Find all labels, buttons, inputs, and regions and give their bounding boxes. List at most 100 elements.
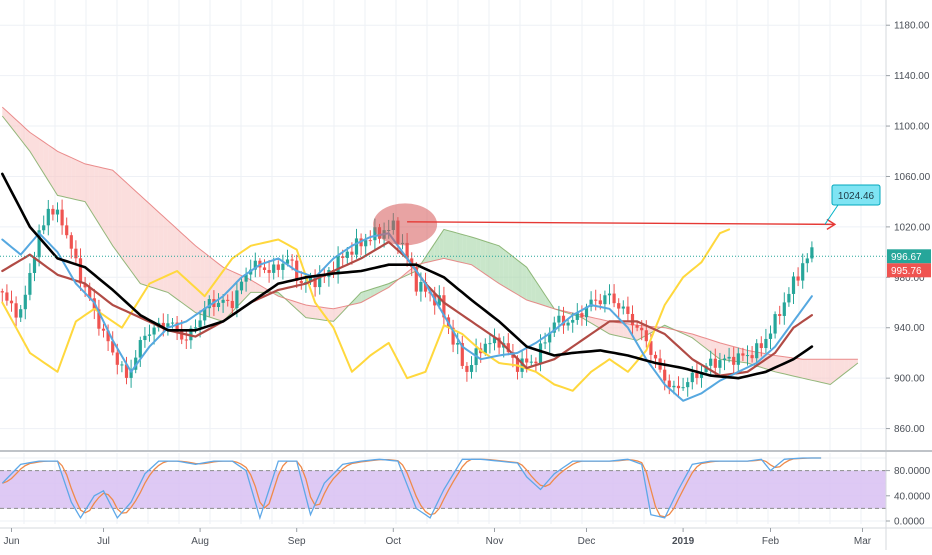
candle-body xyxy=(557,315,561,323)
time-tick-label: Oct xyxy=(386,536,402,547)
candle-body xyxy=(147,334,152,336)
candle-body xyxy=(203,308,207,321)
resistance-arrow-head xyxy=(826,218,837,230)
candle-body xyxy=(626,306,630,314)
cloud-segment xyxy=(834,359,840,381)
candle-body xyxy=(699,372,704,378)
cloud-segment xyxy=(710,339,716,356)
cloud-segment xyxy=(844,359,849,374)
candle-body xyxy=(764,338,768,349)
cloud-segment xyxy=(439,229,444,260)
cloud-segment xyxy=(798,358,803,379)
cloud-segment xyxy=(80,161,86,202)
candle-body xyxy=(74,248,78,259)
candle-body xyxy=(423,281,428,292)
axis-labels: 1180.00 1140.00 1100.00 1060.00 1020.00 980.0… xyxy=(3,21,931,547)
cloud-segment xyxy=(259,285,265,293)
stoch-k-line xyxy=(1,457,822,521)
candle-body xyxy=(290,259,294,261)
cloud-segment xyxy=(227,269,233,317)
peak-highlight-ellipse xyxy=(373,203,438,246)
candle-body xyxy=(695,372,699,378)
candle-body xyxy=(19,309,23,318)
cloud-segment xyxy=(149,203,155,289)
candle-body xyxy=(65,225,69,236)
cloud-segment xyxy=(503,249,509,290)
callout-label: 1024.46 xyxy=(838,191,875,202)
cloud-segment xyxy=(706,338,711,353)
candle-body xyxy=(773,314,777,334)
candle-body xyxy=(235,290,239,309)
cloud-segment xyxy=(25,128,30,152)
cloud-segment xyxy=(94,165,99,224)
cloud-segment xyxy=(821,359,826,384)
candle-body xyxy=(253,260,257,270)
candle-body xyxy=(69,235,73,249)
candle-body xyxy=(152,327,156,335)
candle-body xyxy=(506,343,510,353)
cloud-segment xyxy=(365,289,371,300)
candle-body xyxy=(267,269,271,273)
cloud-segment xyxy=(512,256,518,295)
candle-body xyxy=(350,251,354,255)
candle-body xyxy=(621,306,625,309)
candle-body xyxy=(644,330,648,342)
candle-body xyxy=(198,320,202,328)
candle-body xyxy=(14,303,18,318)
candle-body xyxy=(216,302,221,308)
callout-pointer xyxy=(824,204,839,225)
annotations: 1024.46 xyxy=(0,184,886,257)
time-tick-label: Jul xyxy=(97,536,110,547)
candle-body xyxy=(704,365,708,373)
candle-body xyxy=(580,313,584,318)
candle-body xyxy=(111,341,115,353)
cloud-segment xyxy=(57,151,63,197)
cloud-segment xyxy=(816,359,822,383)
candle-body xyxy=(589,299,593,307)
candle-body xyxy=(410,258,414,268)
cloud-segment xyxy=(489,242,495,281)
candle-body xyxy=(138,340,142,358)
candle-body xyxy=(598,300,602,305)
candle-body xyxy=(681,387,685,389)
candle-body xyxy=(469,365,474,372)
cloud-segment xyxy=(719,342,725,360)
cloud-segment xyxy=(802,359,808,380)
cloud-segment xyxy=(181,233,187,306)
cloud-segment xyxy=(453,231,458,262)
cloud-segment xyxy=(200,249,205,316)
price-tick-label: 1140.00 xyxy=(894,71,930,82)
candle-body xyxy=(778,314,782,316)
cloud-segment xyxy=(140,195,145,286)
candle-body xyxy=(594,299,598,301)
cloud-segment xyxy=(531,274,536,303)
cloud-segment xyxy=(131,186,136,278)
cloud-segment xyxy=(89,164,95,217)
candle-body xyxy=(667,380,671,388)
price-tick-label: 1180.00 xyxy=(894,21,930,32)
candle-body xyxy=(32,257,37,273)
candle-body xyxy=(755,343,759,359)
cloud-segment xyxy=(715,341,720,360)
candle-body xyxy=(575,313,579,320)
stoch-tick-label: 40.0000 xyxy=(894,491,931,502)
candle-body xyxy=(170,322,175,324)
cloud-segment xyxy=(328,308,334,322)
cloud-segment xyxy=(75,159,81,201)
cloud-segment xyxy=(784,356,789,375)
candle-body xyxy=(676,385,681,389)
candle-body xyxy=(653,354,658,359)
candle-body xyxy=(83,283,87,288)
callout-box xyxy=(831,184,881,206)
resistance-line xyxy=(407,221,835,226)
candle-body xyxy=(281,263,285,270)
candle-body xyxy=(520,358,524,372)
candle-body xyxy=(0,291,4,293)
ichimoku-cloud xyxy=(1,106,859,386)
candle-body xyxy=(561,315,566,326)
cloud-segment xyxy=(338,306,343,317)
cloud-segment xyxy=(296,302,302,314)
